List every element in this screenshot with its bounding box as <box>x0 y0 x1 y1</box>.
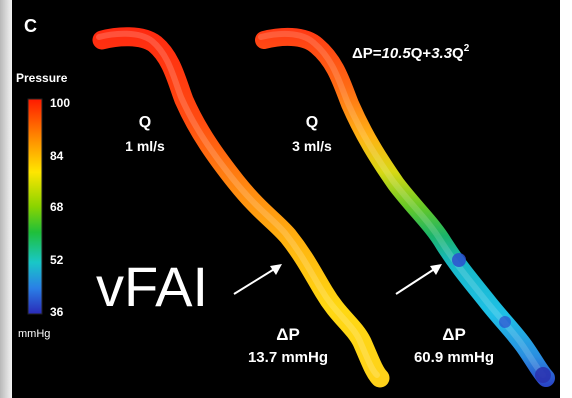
colorbar-tick-36: 36 <box>50 305 64 319</box>
vessel-1-flow: 1 ml/s <box>125 138 165 154</box>
vfai-label: vFAI <box>96 255 208 318</box>
figure-panel: C Pressure 100 84 68 52 36 mmHg <box>12 0 560 398</box>
panel-letter: C <box>24 16 37 36</box>
vessel-2-q-label: Q <box>306 114 318 131</box>
colorbar-tick-52: 52 <box>50 253 64 267</box>
arrow-icon-left <box>233 264 282 295</box>
pressure-equation: ΔP=10.5Q+3.3Q2 <box>352 43 470 62</box>
vessel-2-flow: 3 ml/s <box>292 138 332 154</box>
colorbar-tick-84: 84 <box>50 149 64 163</box>
vessel-high-flow <box>255 27 555 387</box>
vessel-2-dp-value: 60.9 mmHg <box>414 349 494 366</box>
colorbar-title: Pressure <box>16 71 68 85</box>
left-margin-strip <box>0 0 12 398</box>
colorbar-ticks: 100 84 68 52 36 <box>50 96 70 319</box>
vessel-1-dp-label: ΔP <box>276 325 300 344</box>
colorbar-gradient <box>27 98 43 315</box>
figure-canvas: C Pressure 100 84 68 52 36 mmHg <box>16 16 555 388</box>
colorbar-unit: mmHg <box>18 328 50 340</box>
arrow-icon-right <box>395 264 442 295</box>
vessel-1-q-label: Q <box>139 114 151 131</box>
vessel-low-flow <box>92 27 390 388</box>
colorbar-tick-100: 100 <box>50 96 70 110</box>
colorbar-tick-68: 68 <box>50 200 64 214</box>
vessel-2-dp-label: ΔP <box>442 325 466 344</box>
vessel-1-dp-value: 13.7 mmHg <box>248 349 328 366</box>
right-margin-strip <box>560 0 572 398</box>
